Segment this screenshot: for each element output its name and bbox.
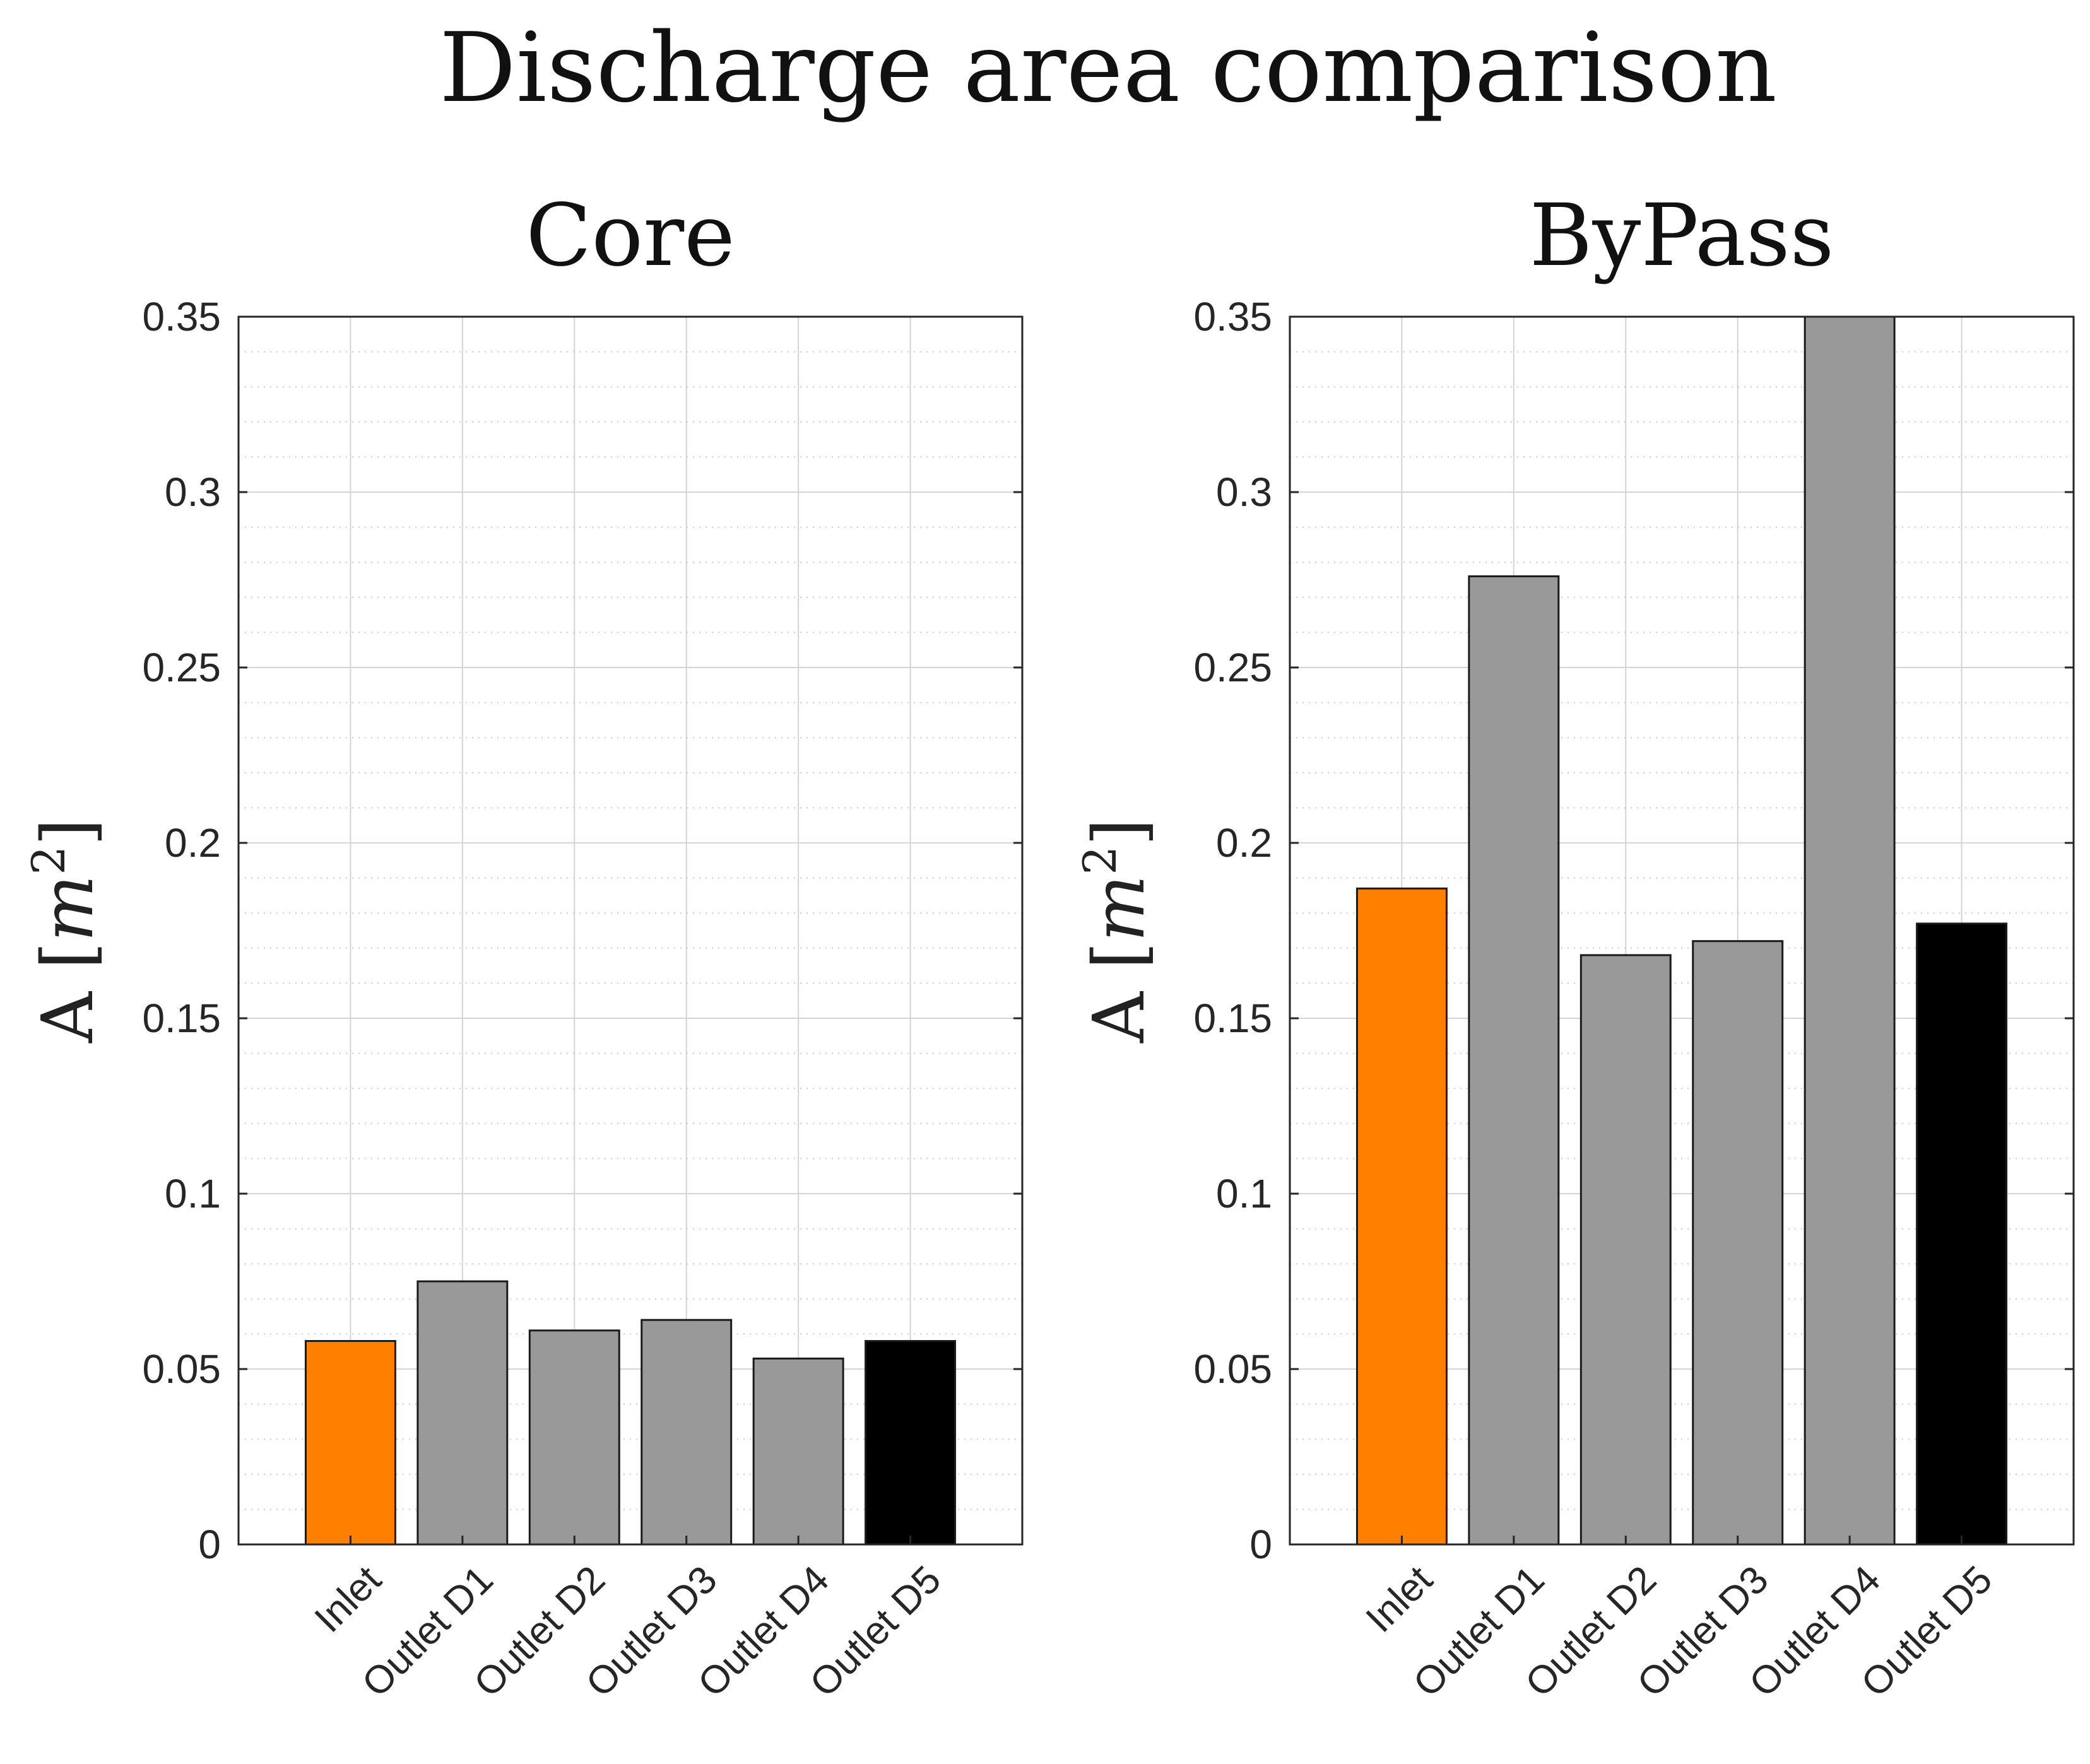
bypass-ytick-label: 0.2: [1216, 820, 1272, 866]
core-bar-outlet-d3: [641, 1319, 733, 1546]
core-ytick-label: 0.25: [142, 645, 221, 690]
bypass-bar-inlet: [1355, 887, 1448, 1546]
ylabel-name: A: [1078, 969, 1160, 1043]
bypass-ytick-label: 0.15: [1193, 996, 1272, 1041]
ylabel-unit: m: [1078, 875, 1160, 942]
bypass-bar-outlet-d4: [1804, 315, 1896, 1546]
bypass-axes-box: [1289, 315, 2075, 1546]
core-bar-outlet-d5: [865, 1340, 957, 1546]
ylabel-exponent: 2: [1073, 846, 1126, 875]
core-ytick-label: 0.05: [142, 1346, 221, 1392]
core-axes-box: [237, 315, 1024, 1546]
core-bar-outlet-d4: [752, 1357, 844, 1546]
core-ytick-label: 0.35: [142, 294, 221, 339]
ylabel-unit: m: [27, 875, 109, 942]
bypass-bar-outlet-d2: [1579, 954, 1672, 1546]
bypass-y-axis-label: A [m2]: [1073, 818, 1160, 1044]
bypass-ytick-label: 0.1: [1216, 1171, 1272, 1216]
bypass-ytick-label: 0.35: [1193, 294, 1272, 339]
core-ytick-label: 0.15: [142, 996, 221, 1041]
core-bar-inlet: [304, 1340, 396, 1546]
core-bar-outlet-d2: [528, 1329, 620, 1546]
core-y-axis-label: A [m2]: [22, 818, 109, 1044]
core-ytick-label: 0.1: [165, 1171, 221, 1216]
ylabel-close-bracket: ]: [1078, 818, 1160, 846]
bypass-panel-title: ByPass: [1530, 186, 1834, 286]
ylabel-open-bracket: [: [1078, 942, 1160, 970]
core-ytick-label: 0.3: [165, 469, 221, 515]
figure-title: Discharge area comparison: [439, 12, 1777, 124]
core-ytick-label: 0.2: [165, 820, 221, 866]
bypass-ytick-label: 0.05: [1193, 1346, 1272, 1392]
core-ytick-label: 0: [198, 1522, 221, 1567]
ylabel-close-bracket: ]: [27, 818, 109, 846]
bypass-ytick-label: 0: [1249, 1522, 1272, 1567]
bypass-bar-outlet-d5: [1916, 922, 2008, 1546]
bypass-ytick-label: 0.3: [1216, 469, 1272, 515]
ylabel-open-bracket: [: [27, 942, 109, 970]
core-panel-title: Core: [526, 186, 735, 286]
core-bar-outlet-d1: [416, 1280, 509, 1546]
bypass-ytick-label: 0.25: [1193, 645, 1272, 690]
bypass-bar-outlet-d3: [1692, 940, 1784, 1546]
bypass-bar-outlet-d1: [1468, 575, 1560, 1546]
ylabel-exponent: 2: [22, 846, 75, 875]
ylabel-name: A: [27, 969, 109, 1043]
